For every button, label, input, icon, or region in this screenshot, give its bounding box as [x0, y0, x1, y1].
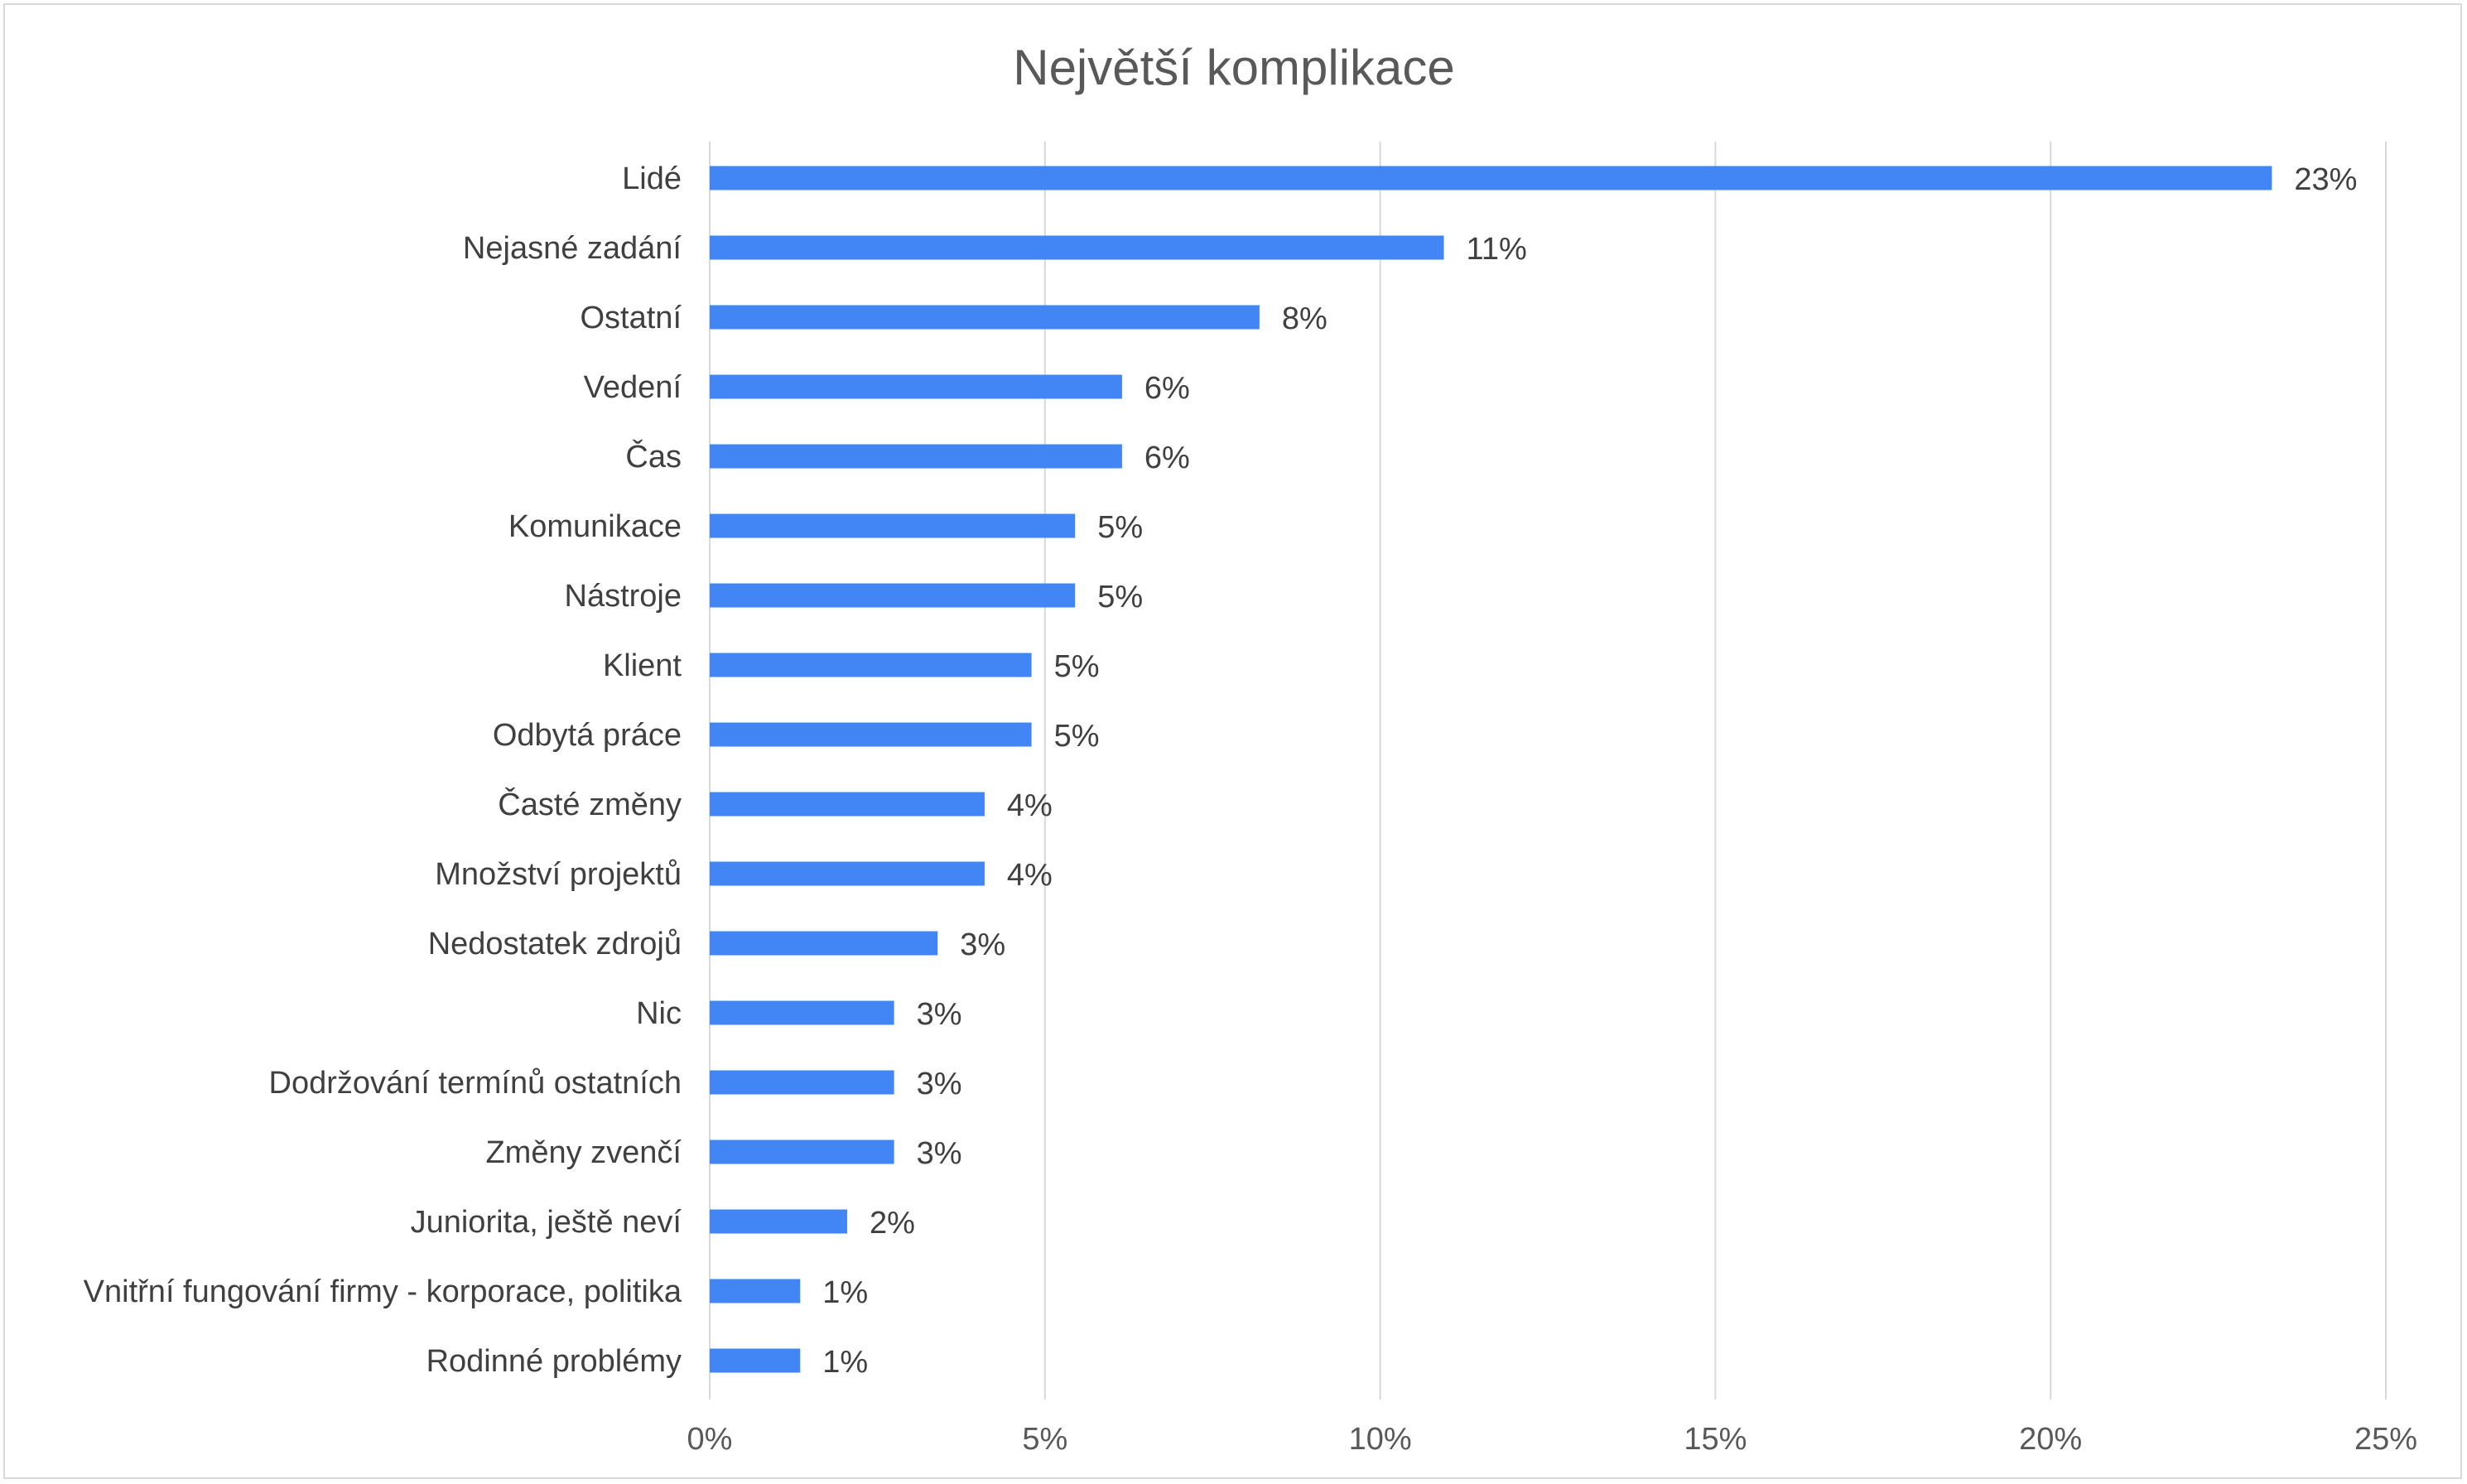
x-tick-label: 0% — [687, 1422, 733, 1457]
category-label: Změny zvenčí — [485, 1135, 682, 1170]
data-label: 4% — [1007, 788, 1053, 823]
x-tick-label: 10% — [1349, 1422, 1412, 1457]
data-label: 8% — [1282, 301, 1327, 336]
data-label: 6% — [1144, 371, 1190, 406]
category-label: Rodinné problémy — [426, 1344, 682, 1379]
bar — [710, 722, 1032, 747]
category-label: Juniorita, ještě neví — [411, 1205, 682, 1240]
data-label: 23% — [2294, 162, 2357, 197]
data-label: 1% — [822, 1275, 868, 1310]
bar — [710, 1279, 801, 1303]
data-label: 5% — [1097, 580, 1143, 614]
x-axis-ticks: 0% 5% 10% 15% 20% 25% — [687, 1422, 2417, 1457]
category-label: Ostatní — [581, 301, 682, 335]
data-label: 2% — [870, 1206, 915, 1241]
x-tick-label: 15% — [1684, 1422, 1747, 1457]
category-label: Nedostatek zdrojů — [428, 927, 682, 961]
bar — [710, 374, 1122, 399]
category-label: Lidé — [622, 161, 682, 196]
x-tick-label: 20% — [2019, 1422, 2082, 1457]
category-label: Odbytá práce — [493, 718, 682, 753]
data-label: 5% — [1054, 649, 1100, 684]
bar — [710, 653, 1032, 677]
data-label: 11% — [1467, 232, 1527, 267]
data-labels: 23%11%8%6%6%5%5%5%5%4%4%3%3%3%3%2%1%1% — [822, 162, 2357, 1380]
bar — [710, 1348, 801, 1373]
data-label: 5% — [1097, 510, 1143, 545]
bars — [710, 166, 2272, 1373]
data-label: 1% — [822, 1345, 868, 1380]
bar — [710, 305, 1260, 330]
bar — [710, 861, 985, 886]
data-label: 3% — [960, 928, 1005, 962]
category-label: Časté změny — [498, 786, 682, 822]
x-tick-label: 5% — [1022, 1422, 1067, 1457]
data-label: 3% — [917, 1136, 962, 1171]
category-label: Komunikace — [508, 509, 682, 544]
data-label: 3% — [917, 997, 962, 1032]
category-label: Vnitřní fungování firmy - korporace, pol… — [84, 1274, 682, 1309]
bar — [710, 792, 985, 817]
category-label: Čas — [625, 438, 682, 475]
bar — [710, 583, 1076, 608]
chart-title: Největší komplikace — [1013, 40, 1455, 95]
data-label: 5% — [1054, 719, 1100, 754]
bar — [710, 1209, 847, 1234]
bar — [710, 1140, 894, 1164]
category-label: Nic — [636, 996, 682, 1031]
category-label: Dodržování termínů ostatních — [269, 1066, 682, 1101]
gridlines — [709, 142, 2387, 1400]
category-label: Vedení — [584, 370, 682, 405]
bar — [710, 166, 2272, 190]
bar — [710, 1070, 894, 1095]
bar — [710, 1000, 894, 1025]
category-label: Nástroje — [565, 579, 682, 614]
bar — [710, 513, 1076, 538]
data-label: 6% — [1144, 441, 1190, 475]
bar — [710, 235, 1444, 260]
x-tick-label: 25% — [2354, 1422, 2417, 1457]
category-label: Množství projektů — [435, 857, 682, 892]
category-label: Klient — [603, 648, 682, 683]
data-label: 4% — [1007, 858, 1053, 893]
bar-chart: Největší komplikace Lidé Nejasné zadání Os… — [84, 40, 2417, 1457]
data-label: 3% — [917, 1067, 962, 1101]
bar — [710, 444, 1122, 469]
bar — [710, 931, 938, 956]
category-label: Nejasné zadání — [463, 231, 682, 266]
chart-frame: Největší komplikace Lidé Nejasné zadání Os… — [3, 3, 2462, 1479]
category-labels: Lidé Nejasné zadání Ostatní Vedení Čas Komuni… — [84, 161, 682, 1379]
